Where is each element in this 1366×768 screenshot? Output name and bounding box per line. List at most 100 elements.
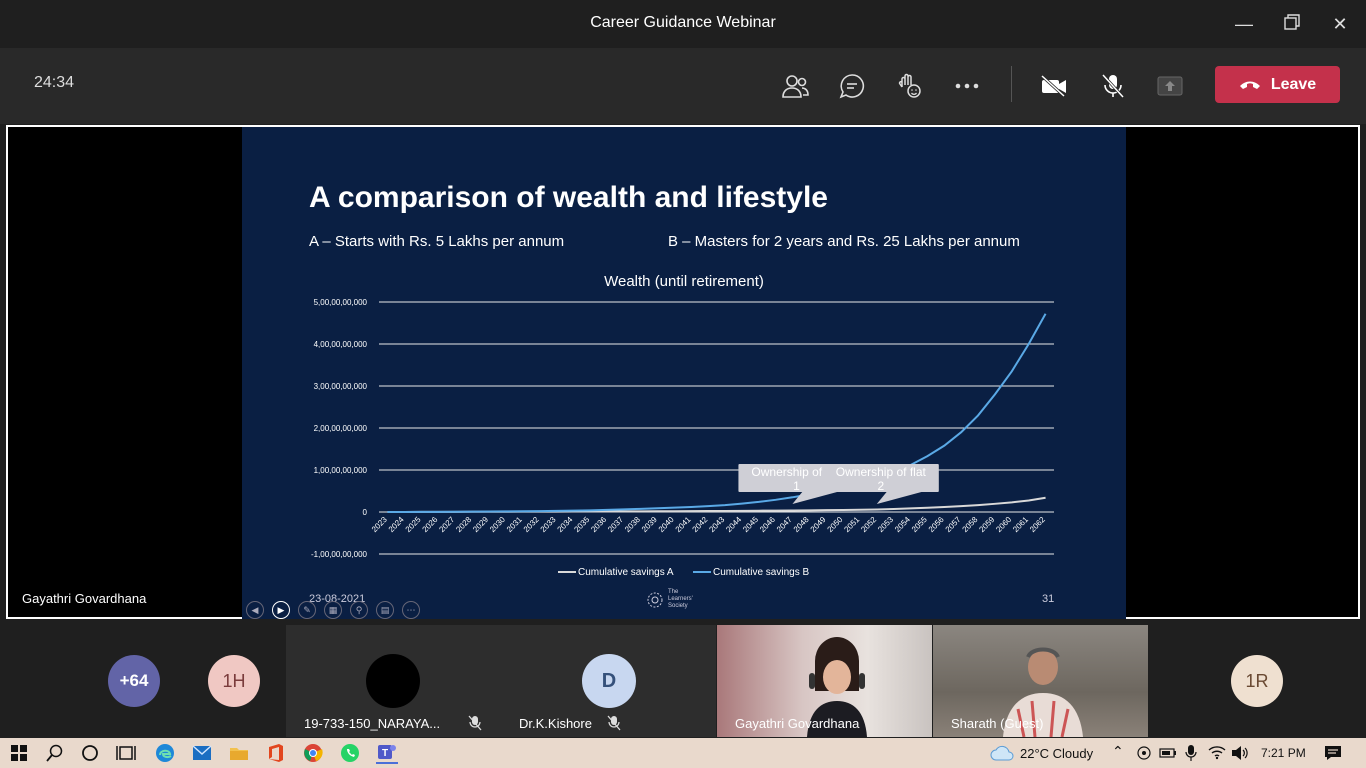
wifi-icon[interactable] [1208,744,1226,760]
svg-text:T: T [382,748,388,759]
x-tick-label: 2038 [623,515,642,534]
participant-video-figure [807,637,867,737]
participant-tile[interactable]: 19-733-150_NARAYA... [286,625,501,737]
restore-icon [1284,14,1300,30]
x-tick-label: 2053 [876,515,895,534]
participant-avatar-1r[interactable]: 1R [1231,655,1283,707]
x-tick-label: 2051 [842,515,861,534]
edge-browser-button[interactable] [154,742,176,764]
y-tick-label: 2,00,00,00,000 [314,424,368,433]
meeting-toolbar: 24:34 Leave [0,48,1366,124]
learners-society-logo-icon [647,592,663,607]
next-slide-button[interactable]: ▶ [272,601,290,619]
close-button[interactable]: ✕ [1332,14,1348,34]
mic-off-icon [468,715,482,731]
presentation-slide: A comparison of wealth and lifestyle A –… [242,127,1126,619]
slide-more-button[interactable]: ⋯ [402,601,420,619]
participant-name: Sharath (Guest) [951,716,1044,731]
mail-button[interactable] [191,742,213,764]
mic-off-icon [1101,73,1125,99]
previous-slide-button[interactable]: ◀ [246,601,264,619]
whatsapp-icon [341,744,359,762]
x-tick-label: 2058 [961,515,980,534]
callout-pointer [876,492,922,504]
microphone-in-use-icon[interactable] [1185,744,1197,762]
whatsapp-button[interactable] [339,742,361,764]
slide-subtitle-b: B – Masters for 2 years and Rs. 25 Lakhs… [668,233,1020,250]
pen-tool-button[interactable]: ✎ [298,601,316,619]
participants-button[interactable] [777,68,813,104]
x-tick-label: 2062 [1028,515,1047,534]
chart-title: Wealth (until retirement) [604,273,764,290]
more-actions-button[interactable] [949,68,985,104]
restore-button[interactable] [1278,10,1306,38]
participant-tile[interactable]: D Dr.K.Kishore [501,625,716,737]
participant-name: 19-733-150_NARAYA... [304,716,441,731]
slide-logo-text: The Learners' Society [668,589,693,609]
x-tick-label: 2026 [421,515,440,534]
series-line-b [387,313,1047,513]
presenter-name-label: Gayathri Govardhana [22,591,147,606]
x-tick-label: 2041 [674,515,693,534]
x-tick-label: 2057 [944,515,963,534]
callout-pointer [792,492,838,504]
raise-hand-icon [898,73,921,98]
x-tick-label: 2030 [488,515,507,534]
overflow-participants-button[interactable]: +64 [108,655,160,707]
mic-toggle-button[interactable] [1095,68,1131,104]
slide-page-number: 31 [1042,593,1055,605]
share-button[interactable] [1152,68,1188,104]
show-hidden-icons-button[interactable]: ⌃ [1112,743,1124,759]
participant-tile-video[interactable]: Gayathri Govardhana [717,625,932,737]
battery-icon[interactable] [1159,746,1177,760]
see-all-slides-button[interactable]: ▦ [324,601,342,619]
participant-tile-video[interactable]: Sharath (Guest) [933,625,1148,737]
cortana-button[interactable] [79,742,101,764]
leave-label: Leave [1270,75,1317,93]
volume-icon[interactable] [1231,745,1249,761]
x-tick-label: 2048 [792,515,811,534]
avatar: D [582,654,636,708]
network-settings-icon[interactable] [1136,746,1152,760]
avatar [366,654,420,708]
x-tick-label: 2037 [606,515,625,534]
reactions-button[interactable] [891,68,927,104]
weather-widget[interactable]: 22°C Cloudy [1020,746,1094,761]
slide-title: A comparison of wealth and lifestyle [309,181,828,214]
x-tick-label: 2025 [404,515,423,534]
x-tick-label: 2047 [775,515,794,534]
y-tick-label: 4,00,00,00,000 [314,340,368,349]
search-button[interactable] [44,742,66,764]
office-button[interactable] [265,742,287,764]
x-tick-label: 2031 [505,515,524,534]
share-icon [1157,76,1183,96]
more-icon [955,83,979,89]
minimize-button[interactable]: — [1235,14,1253,34]
phone-hangup-icon [1239,81,1260,89]
participant-name: Gayathri Govardhana [735,716,860,731]
start-button[interactable] [8,742,30,764]
leave-button[interactable]: Leave [1215,66,1340,103]
notifications-icon[interactable] [1324,745,1342,761]
taskbar-clock[interactable]: 7:21 PM [1261,746,1306,760]
camera-toggle-button[interactable] [1036,68,1072,104]
participant-video-figure [1003,647,1083,737]
x-tick-label: 2056 [927,515,946,534]
subtitles-button[interactable]: ▤ [376,601,394,619]
x-tick-label: 2034 [556,515,575,534]
x-tick-label: 2045 [741,515,760,534]
teams-button[interactable]: T [376,742,398,764]
x-tick-label: 2032 [522,515,541,534]
cloud-icon [990,745,1014,761]
task-view-button[interactable] [115,742,137,764]
participant-avatar-1h[interactable]: 1H [208,655,260,707]
slide-logo: The Learners' Society [646,589,702,610]
zoom-button[interactable]: ⚲ [350,601,368,619]
slide-date: 23-08-2021 [309,593,366,605]
file-explorer-button[interactable] [228,742,250,764]
x-tick-label: 2023 [370,515,389,534]
title-bar: Career Guidance Webinar — ✕ [0,0,1366,48]
chrome-icon [304,744,323,762]
chat-button[interactable] [834,68,870,104]
chrome-button[interactable] [302,742,324,764]
